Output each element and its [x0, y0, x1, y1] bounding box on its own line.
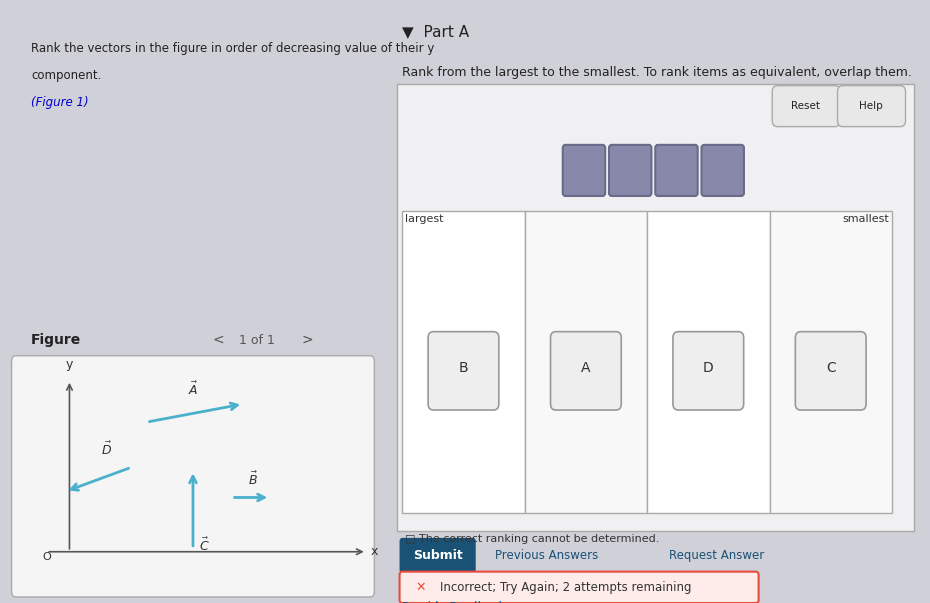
Text: Figure: Figure — [31, 333, 81, 347]
FancyBboxPatch shape — [795, 332, 866, 410]
Text: (Figure 1): (Figure 1) — [31, 96, 88, 110]
FancyBboxPatch shape — [397, 84, 913, 531]
FancyBboxPatch shape — [525, 211, 647, 513]
FancyBboxPatch shape — [772, 86, 840, 127]
Text: O: O — [42, 552, 51, 561]
Text: $\vec{C}$: $\vec{C}$ — [199, 537, 210, 554]
Text: $\vec{A}$: $\vec{A}$ — [188, 380, 198, 397]
Text: ▼  Part A: ▼ Part A — [403, 24, 470, 39]
Text: largest: largest — [405, 214, 444, 224]
Text: ✕: ✕ — [416, 581, 426, 594]
Text: $\vec{D}$: $\vec{D}$ — [100, 441, 112, 458]
Text: Request Answer: Request Answer — [669, 549, 764, 562]
Text: □ The correct ranking cannot be determined.: □ The correct ranking cannot be determin… — [405, 534, 659, 544]
Text: x: x — [370, 545, 378, 558]
Text: 1 of 1: 1 of 1 — [239, 333, 275, 347]
Text: C: C — [826, 361, 835, 375]
FancyBboxPatch shape — [400, 572, 759, 603]
FancyBboxPatch shape — [403, 211, 525, 513]
Text: A: A — [581, 361, 591, 375]
Text: D: D — [703, 361, 713, 375]
Text: Reset: Reset — [791, 101, 820, 111]
Text: Incorrect; Try Again; 2 attempts remaining: Incorrect; Try Again; 2 attempts remaini… — [441, 581, 692, 594]
Text: Help: Help — [859, 101, 884, 111]
Text: Rank the vectors in the figure in order of decreasing value of their y: Rank the vectors in the figure in order … — [31, 42, 434, 55]
FancyBboxPatch shape — [563, 145, 605, 196]
Text: $\vec{B}$: $\vec{B}$ — [248, 471, 258, 488]
Text: Rank from the largest to the smallest. To rank items as equivalent, overlap them: Rank from the largest to the smallest. T… — [403, 66, 912, 80]
FancyBboxPatch shape — [769, 211, 892, 513]
FancyBboxPatch shape — [11, 356, 375, 597]
FancyBboxPatch shape — [838, 86, 906, 127]
FancyBboxPatch shape — [647, 211, 769, 513]
FancyBboxPatch shape — [701, 145, 744, 196]
Text: <: < — [212, 333, 224, 347]
Text: component.: component. — [31, 69, 101, 83]
FancyBboxPatch shape — [400, 538, 476, 573]
FancyBboxPatch shape — [609, 145, 651, 196]
Text: smallest: smallest — [843, 214, 889, 224]
Text: Previous Answers: Previous Answers — [495, 549, 598, 562]
Text: Provide Feedback: Provide Feedback — [403, 601, 506, 603]
Text: B: B — [458, 361, 469, 375]
FancyBboxPatch shape — [673, 332, 744, 410]
Text: y: y — [66, 358, 73, 371]
Text: Submit: Submit — [413, 549, 462, 562]
Text: >: > — [301, 333, 312, 347]
FancyBboxPatch shape — [551, 332, 621, 410]
FancyBboxPatch shape — [428, 332, 498, 410]
FancyBboxPatch shape — [656, 145, 698, 196]
